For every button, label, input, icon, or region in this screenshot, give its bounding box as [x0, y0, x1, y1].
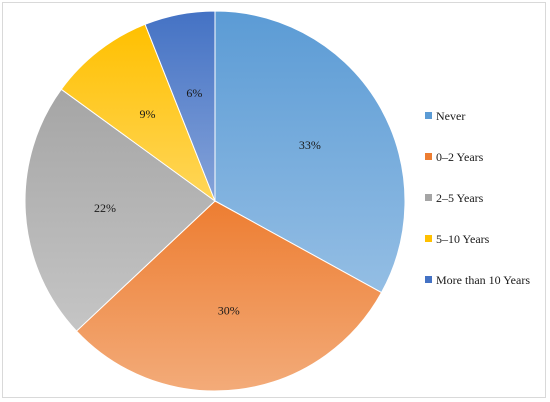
pie-slice-0-2-years: [75, 200, 383, 392]
data-label-0-2-years: 30%: [218, 303, 240, 317]
data-label-2-5-years: 22%: [94, 201, 116, 215]
legend-label-more-than-10-years: More than 10 Years: [436, 273, 530, 287]
legend-swatch-2-5-years: [425, 194, 432, 201]
legend-swatch-more-than-10-years: [425, 276, 432, 283]
legend-label-never: Never: [436, 109, 465, 123]
legend-label-5-10-years: 5–10 Years: [436, 232, 490, 246]
pie-slice-5-10-years: [60, 23, 217, 203]
pie-slices: [24, 10, 406, 392]
pie-slice-more-than-10-years: [144, 10, 216, 202]
data-label-5-10-years: 9%: [140, 107, 156, 121]
pie-data-labels: 33% 30% 22% 9% 6%: [94, 86, 321, 317]
legend-label-0-2-years: 0–2 Years: [436, 150, 484, 164]
legend-label-2-5-years: 2–5 Years: [436, 191, 484, 205]
legend: Never 0–2 Years 2–5 Years 5–10 Years More th…: [425, 109, 530, 287]
legend-swatch-never: [425, 112, 432, 119]
data-label-more-than-10-years: 6%: [186, 86, 202, 100]
data-label-never: 33%: [299, 138, 321, 152]
pie-slice-never: [214, 10, 406, 294]
legend-swatch-5-10-years: [425, 235, 432, 242]
pie-slice-2-5-years: [24, 88, 216, 332]
legend-swatch-0-2-years: [425, 153, 432, 160]
